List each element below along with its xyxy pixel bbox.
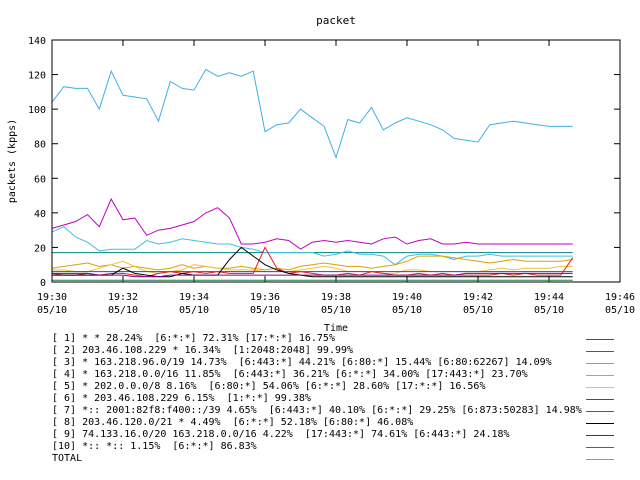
y-tick-label: 60 [34,174,46,185]
x-tick-label: 05/10 [321,305,351,316]
legend-swatch [586,459,614,460]
legend-entry: TOTAL [0,453,640,465]
legend-label: [ 4] * 163.218.0.0/16 11.85% [6:443:*] 3… [52,369,528,380]
legend-swatch [586,339,614,340]
series-line-4 [51,255,573,271]
legend-entry: [10] *:: *:: 1.15% [6:*:*] 86.83% [0,441,640,453]
legend-label: [ 8] 203.46.120.0/21 * 4.49% [6:*:*] 52.… [52,417,414,428]
legend-swatch [586,363,614,364]
legend-swatch [586,399,614,400]
legend-label: [ 6] * 203.46.108.229 6.15% [1:*:*] 99.3… [52,393,311,404]
y-tick-label: 100 [28,105,46,116]
legend-swatch [586,411,614,412]
y-tick-label: 20 [34,243,46,254]
x-axis-label: Time [324,323,348,334]
legend-entry: [ 1] * * 28.24% [6:*:*] 72.31% [17:*:*] … [0,333,640,345]
legend-swatch [586,351,614,352]
legend-entry: [ 7] *:: 2001:82f8:f400::/39 4.65% [6:44… [0,405,640,417]
x-tick-label: 19:34 [179,292,209,303]
legend-entry: [ 3] * 163.218.96.0/19 14.73% [6:443:*] … [0,357,640,369]
legend-entry: [ 8] 203.46.120.0/21 * 4.49% [6:*:*] 52.… [0,417,640,429]
legend-label: [ 1] * * 28.24% [6:*:*] 72.31% [17:*:*] … [52,333,335,344]
x-tick-label: 05/10 [605,305,635,316]
legend-entry: [ 4] * 163.218.0.0/16 11.85% [6:443:*] 3… [0,369,640,381]
legend-swatch [586,423,614,424]
x-tick-label: 05/10 [534,305,564,316]
legend-label: [10] *:: *:: 1.15% [6:*:*] 86.83% [52,441,257,452]
x-tick-label: 19:36 [250,292,280,303]
legend-swatch [586,447,614,448]
series-line-3 [51,226,573,266]
legend-swatch [586,435,614,436]
y-tick-label: 140 [28,36,46,47]
x-tick-label: 19:44 [534,292,564,303]
y-tick-label: 80 [34,140,46,151]
legend-swatch [586,387,614,388]
y-tick-label: 40 [34,209,46,220]
x-tick-label: 05/10 [392,305,422,316]
legend-label: [ 2] 203.46.108.229 * 16.34% [1:2048:204… [52,345,354,356]
y-axis-ticks: 0 20 40 60 80 100 120 140 [28,36,620,289]
legend-swatch [586,375,614,376]
x-tick-label: 05/10 [179,305,209,316]
legend-label: [ 5] * 202.0.0.0/8 8.16% [6:80:*] 54.06%… [52,381,486,392]
x-axis-ticks: 19:30 05/10 19:32 05/10 19:34 05/10 19:36 05/10… [37,40,635,316]
series-line-9 [52,272,573,278]
legend-entry: [ 2] 203.46.108.229 * 16.34% [1:2048:204… [0,345,640,357]
x-tick-label: 05/10 [37,305,67,316]
series-line-8 [52,246,573,278]
x-tick-label: 05/10 [108,305,138,316]
legend-entry: [ 5] * 202.0.0.0/8 8.16% [6:80:*] 54.06%… [0,381,640,393]
legend-entry: [ 6] * 203.46.108.229 6.15% [1:*:*] 99.3… [0,393,640,405]
chart-title: packet [316,14,356,27]
legend-label: [ 9] 74.133.16.0/20 163.218.0.0/16 4.22%… [52,429,510,440]
x-tick-label: 19:40 [392,292,422,303]
series-line-7 [51,246,574,278]
y-axis-label: packets (kpps) [7,119,18,203]
legend-label: [ 3] * 163.218.96.0/19 14.73% [6:443:*] … [52,357,552,368]
plot-frame [51,39,621,283]
y-tick-label: 120 [28,71,46,82]
series-lines [51,68,574,281]
x-tick-label: 19:46 [605,292,635,303]
series-line-5 [52,260,573,274]
x-tick-label: 19:38 [321,292,351,303]
series-line-11 [51,68,573,160]
legend-label: TOTAL [52,453,83,464]
x-tick-label: 05/10 [250,305,280,316]
y-tick-label: 0 [40,278,46,289]
x-tick-label: 19:30 [37,292,67,303]
x-tick-label: 05/10 [463,305,493,316]
series-line-1 [51,197,573,250]
legend-label: [ 7] *:: 2001:82f8:f400::/39 4.65% [6:44… [52,405,582,416]
legend-entry: [ 9] 74.133.16.0/20 163.218.0.0/16 4.22%… [0,429,640,441]
x-tick-label: 19:32 [108,292,138,303]
x-tick-label: 19:42 [463,292,493,303]
